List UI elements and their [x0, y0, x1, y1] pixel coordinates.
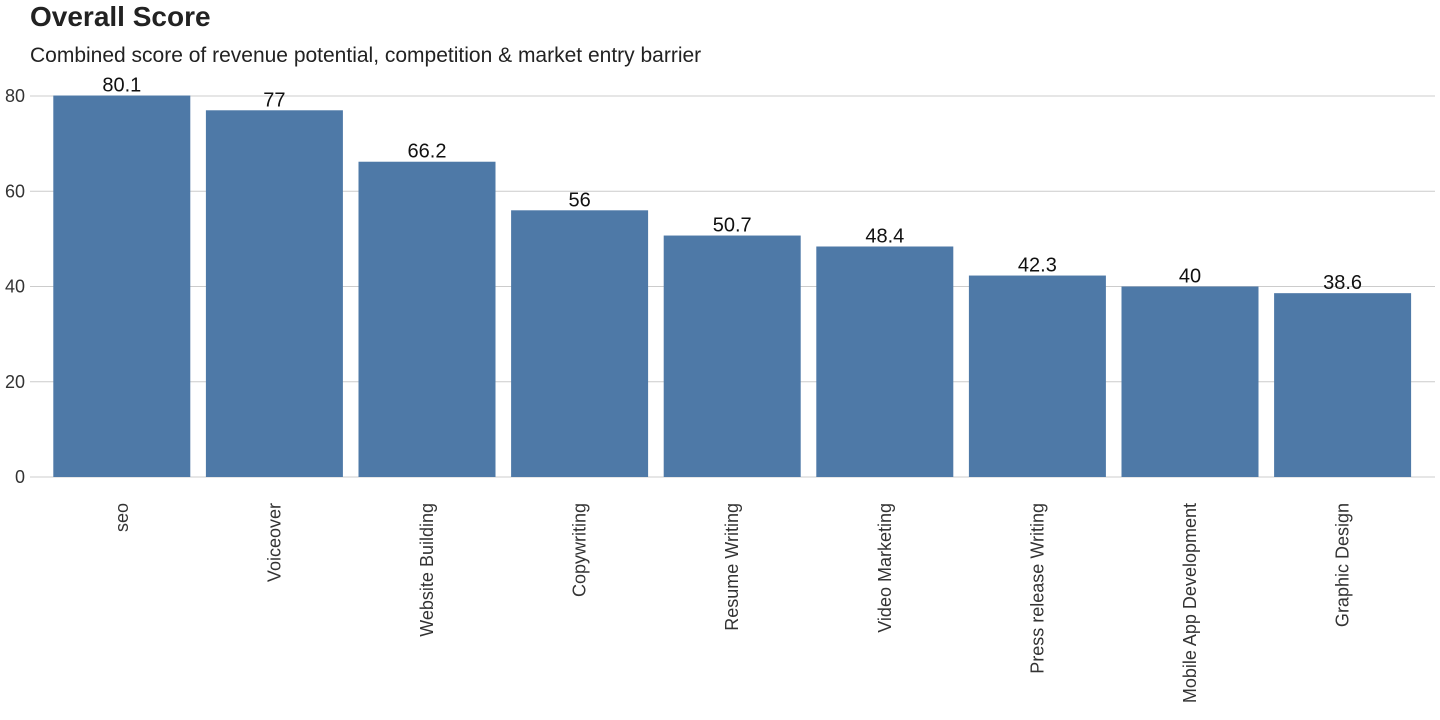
x-tick-label: Press release Writing [1027, 503, 1047, 674]
x-axis: seo Voiceover Website Building Copywriting R… [112, 503, 1353, 703]
bar [663, 235, 801, 477]
bar [358, 161, 496, 477]
bar [1121, 286, 1259, 477]
y-tick-label: 40 [5, 277, 25, 297]
x-tick-label: Voiceover [264, 503, 284, 582]
x-tick-label: Website Building [417, 503, 437, 637]
value-labels: 80.1 77 66.2 56 50.7 48.4 42.3 40 38.6 [102, 75, 1362, 295]
data-label: 77 [263, 89, 285, 111]
y-axis: 0 20 40 60 80 [5, 86, 25, 487]
bar [53, 95, 191, 478]
data-label: 38.6 [1323, 272, 1362, 294]
bars [53, 95, 1412, 478]
data-label: 56 [568, 189, 590, 211]
y-tick-label: 80 [5, 86, 25, 106]
data-label: 80.1 [102, 75, 141, 97]
chart-title: Overall Score [30, 1, 211, 32]
y-tick-label: 20 [5, 372, 25, 392]
bar [511, 210, 649, 478]
data-label: 66.2 [408, 141, 447, 163]
bar [968, 275, 1106, 477]
x-tick-label: seo [112, 503, 132, 532]
y-tick-label: 0 [15, 467, 25, 487]
data-label: 50.7 [713, 215, 752, 237]
x-tick-label: Graphic Design [1333, 503, 1353, 627]
data-label: 42.3 [1018, 255, 1057, 277]
data-label: 48.4 [865, 225, 904, 247]
bar [205, 110, 343, 477]
x-tick-label: Copywriting [570, 503, 590, 597]
bar [816, 246, 954, 477]
x-tick-label: Video Marketing [875, 503, 895, 633]
y-tick-label: 60 [5, 181, 25, 201]
chart-subtitle: Combined score of revenue potential, com… [30, 44, 702, 67]
x-tick-label: Mobile App Development [1180, 503, 1200, 703]
data-label: 40 [1179, 266, 1201, 288]
x-tick-label: Resume Writing [722, 503, 742, 631]
bar [1274, 293, 1412, 477]
